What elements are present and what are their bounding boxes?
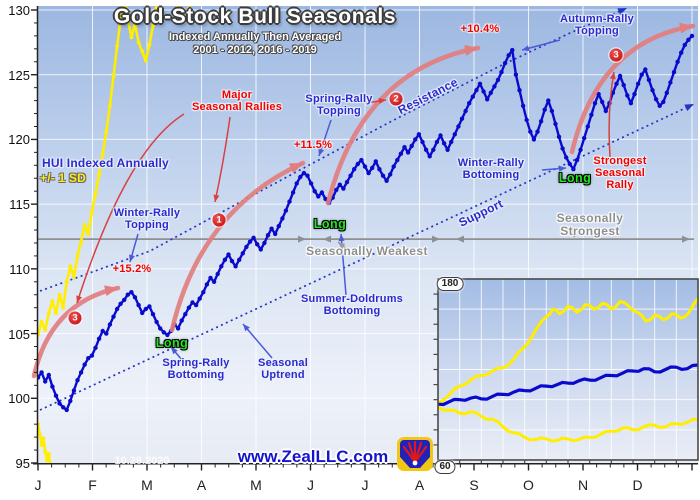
long-entry-badge-autumn: Long — [558, 171, 592, 185]
spring-rally-gain-label: +11.5% — [293, 139, 333, 151]
y-axis-label: 95 — [15, 456, 30, 471]
sd-band-label: +/- 1 SD — [40, 171, 86, 185]
website-watermark: www.ZealLLC.com — [237, 447, 389, 466]
rally-number-winter: 3 — [609, 48, 623, 62]
month-label: O — [523, 477, 534, 493]
autumn-rally-gain-label: +10.4% — [460, 23, 500, 35]
date-watermark: 10.28.2020 — [114, 455, 170, 467]
rally-number-winter-continuation: 3 — [68, 311, 82, 325]
winter-rally-topping-label: Winter-Rally Topping — [113, 207, 181, 231]
month-label: F — [88, 477, 97, 493]
inset-bottom-scale-label: 60 — [434, 460, 456, 474]
autumn-rally-topping-label: Autumn-Rally Topping — [560, 13, 634, 37]
summer-doldrums-bottoming-label: Summer-Doldrums Bottoming — [300, 293, 404, 317]
month-label: S — [469, 477, 479, 493]
seasonally-weakest-label: Seasonally Weakest — [306, 244, 428, 258]
y-axis-label: 105 — [8, 326, 30, 342]
month-label: J — [307, 477, 314, 493]
y-axis-label: 110 — [9, 261, 30, 277]
month-label: N — [577, 477, 589, 493]
month-label: J — [361, 477, 369, 493]
zeal-logo-graphic — [400, 440, 430, 468]
inset-top-scale-label: 180 — [436, 277, 464, 291]
month-label: J — [34, 477, 42, 493]
month-label: A — [414, 477, 425, 493]
y-axis-label: 100 — [8, 391, 30, 407]
month-label: A — [196, 477, 207, 493]
hui-series-label: HUI Indexed Annually — [42, 156, 169, 170]
y-axis-label: 130 — [8, 3, 30, 18]
month-label: M — [250, 477, 262, 493]
rally-number-autumn: 2 — [389, 92, 403, 106]
seasonal-uptrend-label: Seasonal Uptrend — [258, 357, 308, 381]
seasonally-strongest-label: Seasonally Strongest — [556, 211, 624, 238]
zeal-logo — [397, 437, 433, 471]
rally-number-spring: 1 — [212, 213, 226, 227]
chart-title: Gold-Stock Bull Seasonals — [113, 5, 397, 28]
chart-subtitle-years: 2001 - 2012, 2016 - 2019 — [193, 44, 317, 56]
y-axis-label: 125 — [8, 67, 30, 83]
winter-rally-gain-label: +15.2% — [112, 263, 152, 275]
strongest-seasonal-rally-label: Strongest Seasonal Rally — [593, 155, 647, 191]
long-entry-badge-spring: Long — [155, 336, 189, 350]
month-label: D — [632, 477, 643, 493]
y-axis-label: 120 — [8, 132, 30, 148]
y-axis-label: 115 — [9, 197, 30, 213]
chart-subtitle-method: Indexed Annually Then Averaged — [168, 31, 342, 43]
winter-rally-bottoming-label: Winter-Rally Bottoming — [457, 157, 525, 181]
spring-rally-bottoming-label: Spring-Rally Bottoming — [162, 357, 230, 381]
spring-rally-topping-label: Spring-Rally Topping — [305, 93, 373, 117]
major-seasonal-rallies-label: Major Seasonal Rallies — [191, 89, 283, 113]
month-label: M — [141, 477, 153, 493]
long-entry-badge-summer: Long — [313, 217, 347, 231]
